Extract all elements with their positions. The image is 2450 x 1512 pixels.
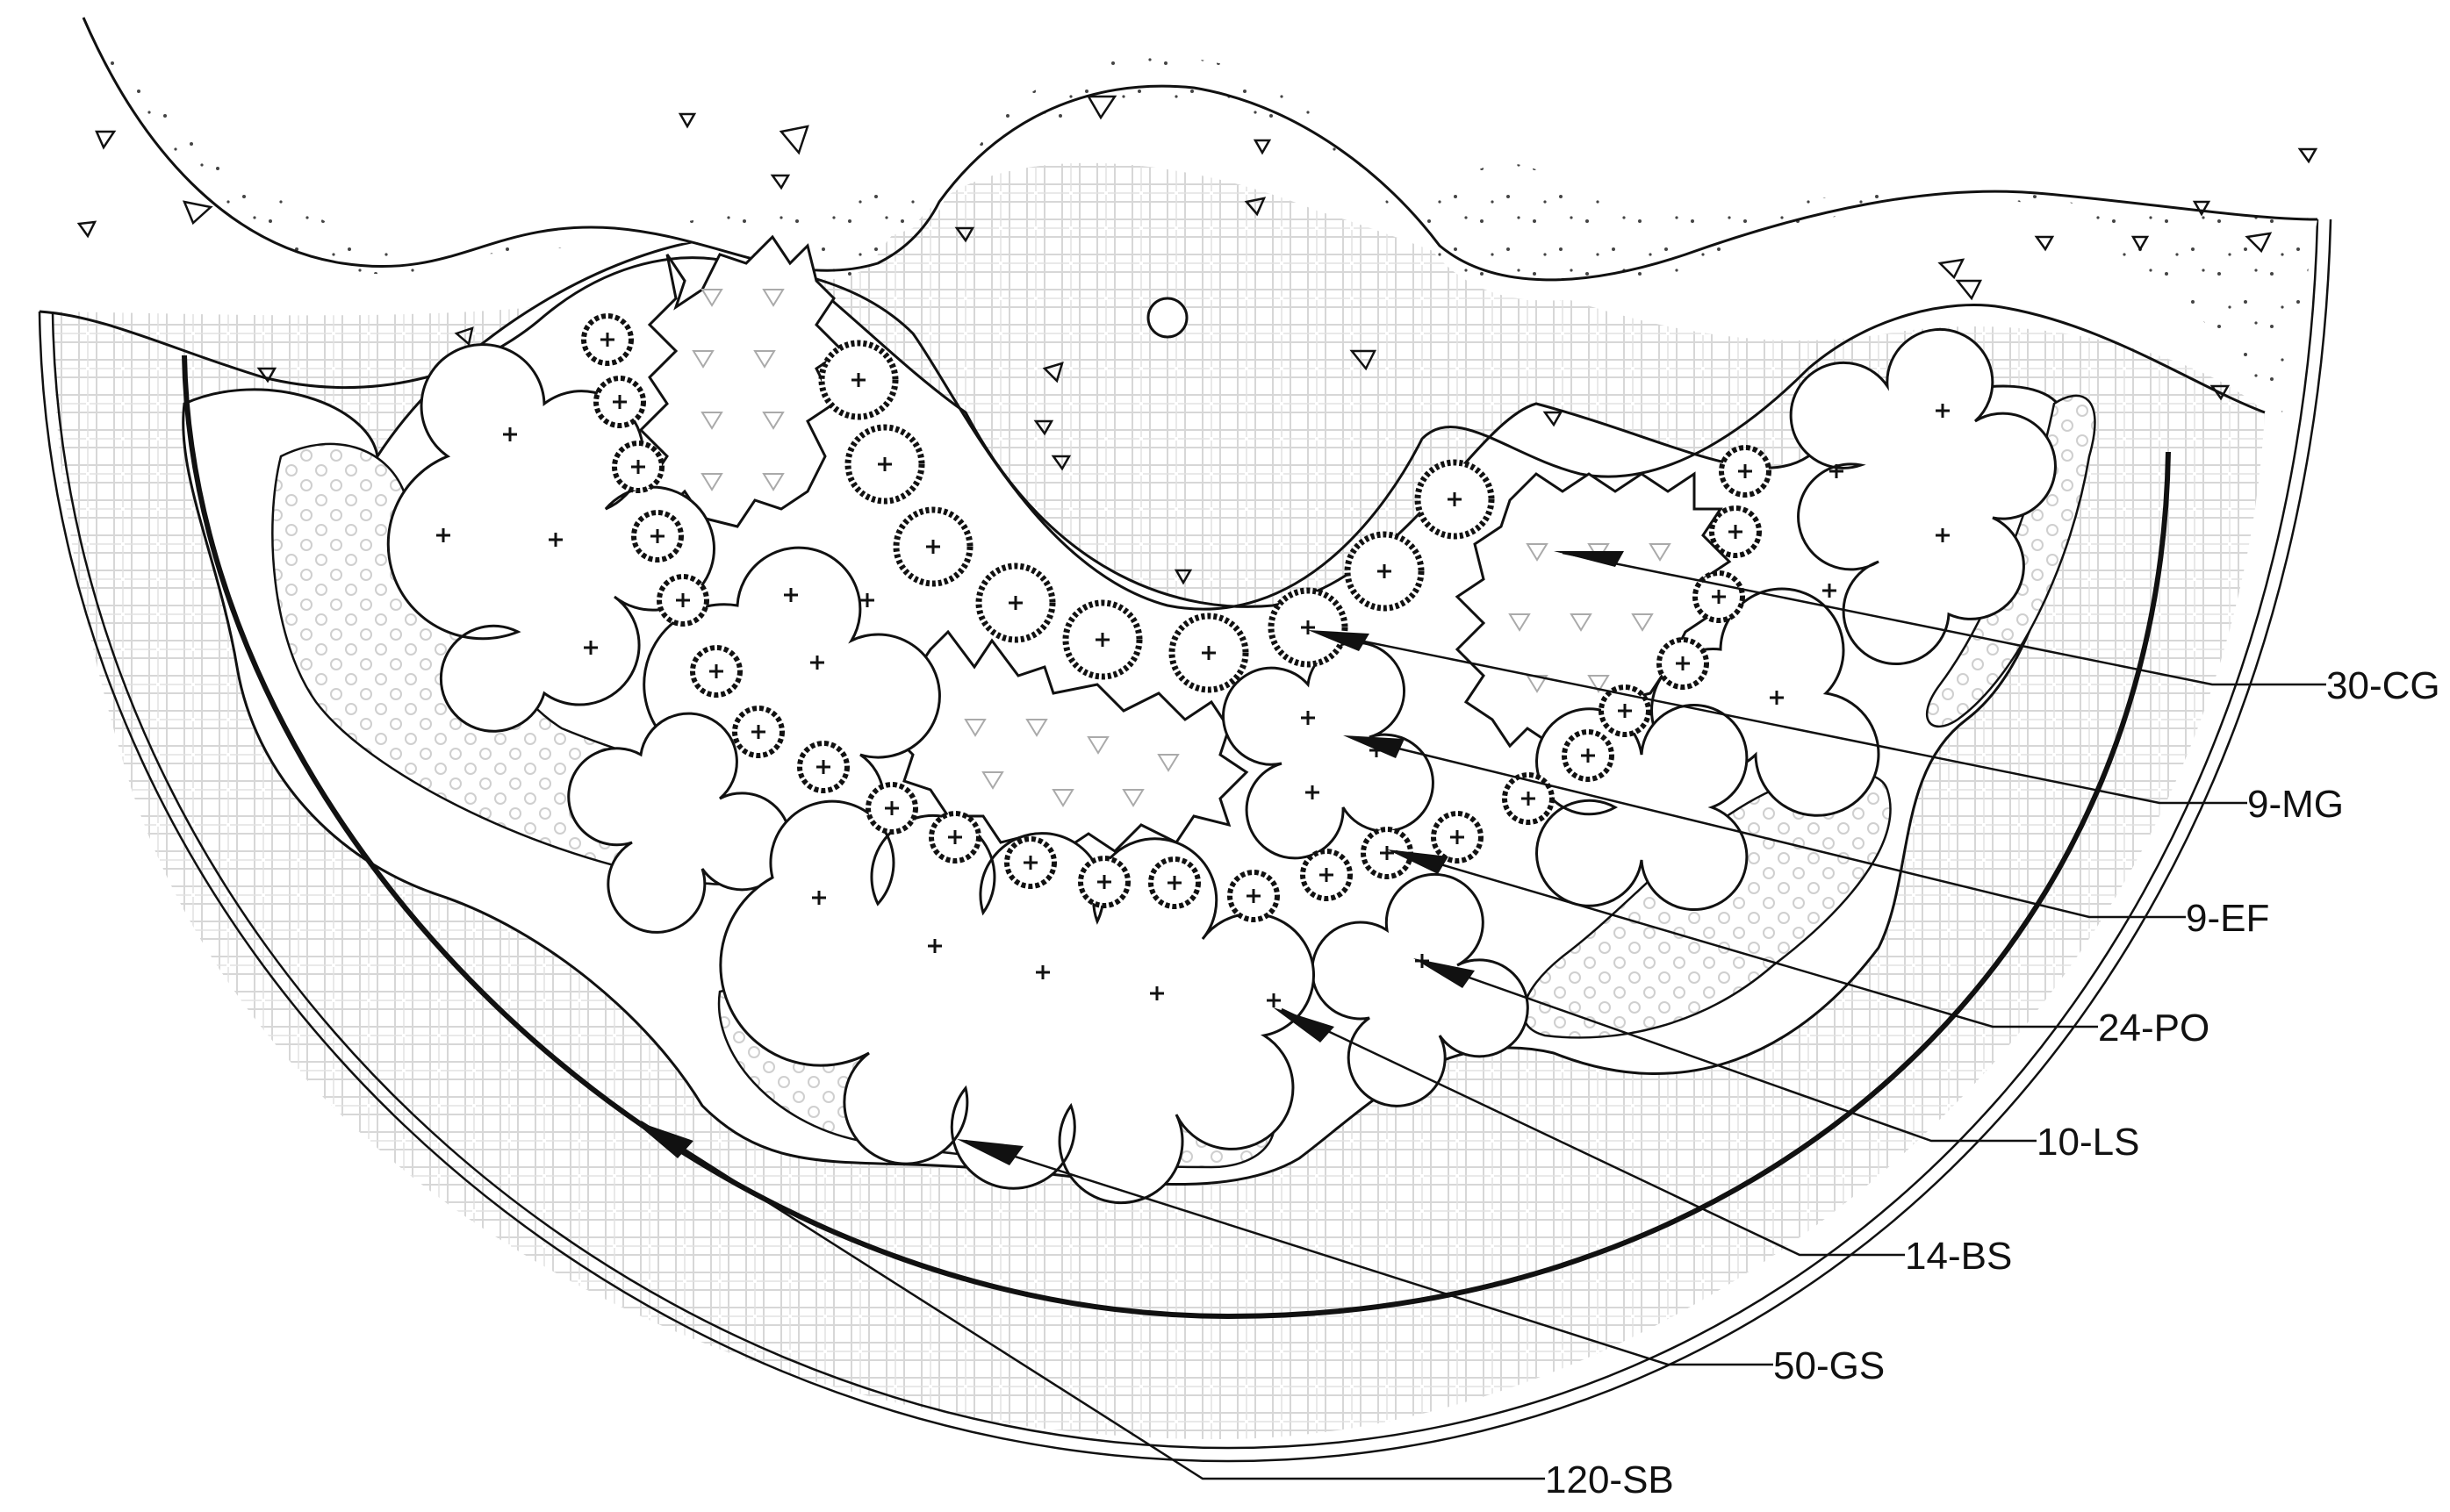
label-bs: 14-BS [1905,1235,2012,1278]
plant-plus-markers [436,404,1950,1007]
leader-po [1395,849,2098,1028]
leader-arrowheads [632,551,1624,1165]
leader-mg [1316,630,2247,805]
leader-ef [1351,735,2186,919]
gravel-triangle-markers [76,95,2318,585]
feature-circle [1146,297,1189,339]
label-po: 24-PO [2098,1007,2209,1050]
leader-ls [1421,959,2037,1143]
leader-gs [965,1139,1773,1366]
label-cg: 30-CG [2326,664,2440,707]
label-gs: 50-GS [1773,1344,1885,1387]
bed-edge-outer-line-2 [38,219,2332,1463]
shrub-mass-right [1455,471,1732,749]
label-ef: 9-EF [2186,897,2269,940]
spiky-shrubs [581,313,1771,922]
gravel-path [83,18,2317,412]
shrub-mass-center [884,629,1249,853]
label-sb: 120-SB [1545,1458,1674,1501]
spiky-shrub-plus-markers [600,333,1752,903]
label-ls: 10-LS [2037,1121,2139,1164]
leader-lines [640,551,2326,1480]
gravel-path-outer-edge [82,17,2318,282]
leader-sb [640,1120,1545,1480]
label-mg: 9-MG [2247,783,2344,826]
large-spiky-grasses [818,340,1495,693]
leader-cg [1562,551,2326,686]
leader-bs [1281,1007,1905,1257]
shrub-mass-left [638,234,845,528]
bed-edge-outer-line-1 [51,219,2319,1450]
